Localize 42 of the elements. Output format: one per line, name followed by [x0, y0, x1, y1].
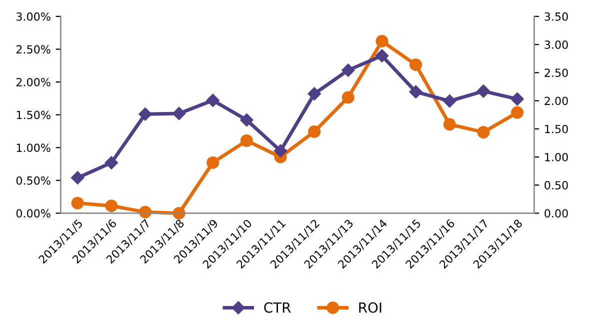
point	[308, 125, 321, 138]
point	[71, 171, 84, 184]
y-tick-label: 0.50%	[16, 176, 50, 185]
point	[410, 58, 422, 72]
y2-tick-label: 0.00	[544, 209, 568, 218]
point	[138, 108, 152, 121]
y-tick-label: 2.50%	[16, 45, 50, 54]
y2-tick-label: 1.50	[545, 124, 568, 134]
point	[342, 64, 355, 77]
point	[206, 94, 220, 107]
point	[105, 200, 118, 212]
y2-tick-label: 3.00	[544, 40, 568, 49]
y-tick-label: 0.00%	[16, 209, 50, 218]
y2-tick-label: 3.50	[544, 12, 568, 21]
y-tick-label: 2.00%	[16, 78, 50, 86]
point	[477, 126, 490, 138]
point	[511, 106, 524, 119]
point	[443, 94, 456, 108]
point	[274, 144, 288, 158]
point	[308, 87, 321, 100]
point	[443, 118, 456, 131]
y-tick-label: 1.50%	[16, 110, 50, 120]
y-tick-label: 1.00%	[16, 144, 50, 152]
point	[510, 92, 524, 106]
point	[476, 84, 490, 98]
point	[240, 134, 253, 147]
y2-tick-label: 2.00	[544, 96, 568, 106]
legend-label: CTR	[264, 302, 291, 313]
y-tick-label: 3.00%	[16, 12, 50, 21]
point	[375, 49, 389, 62]
legend-label: ROI	[359, 302, 382, 313]
point	[409, 85, 422, 98]
y2-tick-label: 1.00	[545, 152, 568, 162]
point	[172, 106, 186, 120]
point	[240, 113, 254, 127]
point	[376, 34, 388, 48]
y2-tick-label: 0.50	[544, 181, 568, 190]
point	[206, 156, 220, 169]
point	[342, 91, 354, 104]
point	[104, 156, 118, 170]
y2-tick-label: 2.50	[544, 68, 568, 78]
point	[71, 196, 84, 210]
